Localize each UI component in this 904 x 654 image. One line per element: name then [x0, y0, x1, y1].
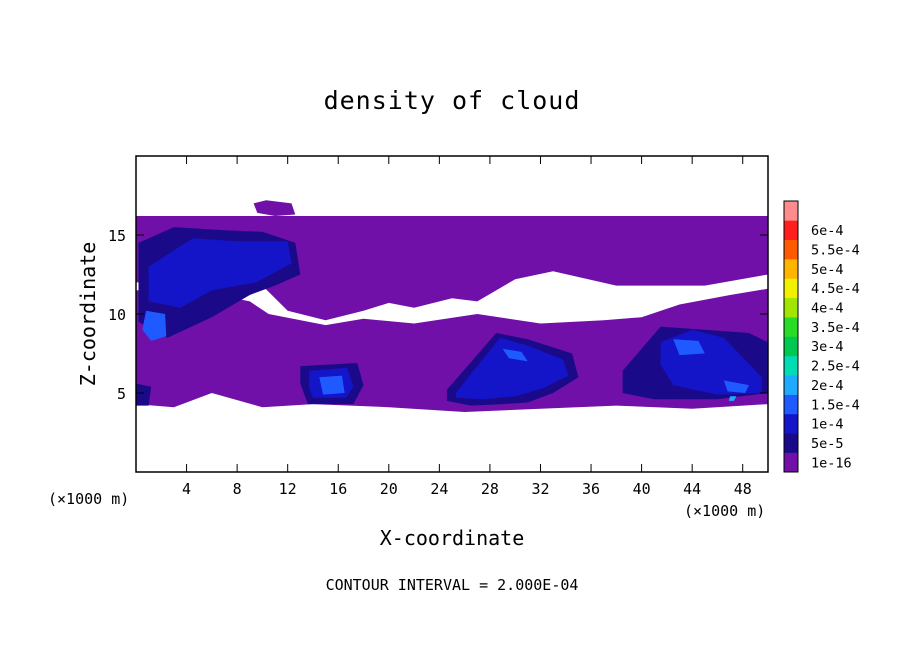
colorbar-swatch-0 — [784, 452, 798, 473]
colorbar-label-1: 5e-5 — [811, 436, 844, 452]
colorbar-label-0: 1e-16 — [811, 455, 852, 471]
x-tick-label-48: 48 — [734, 480, 752, 498]
x-tick-label-40: 40 — [633, 480, 651, 498]
colorbar-swatch-11 — [784, 239, 798, 260]
contour-region-0 — [136, 216, 768, 321]
colorbar-swatch-7 — [784, 317, 798, 337]
colorbar-label-2: 1e-4 — [811, 417, 844, 433]
contour-region-17 — [728, 396, 737, 401]
colorbar-swatch-12 — [784, 220, 798, 241]
colorbar-frame — [783, 200, 799, 473]
colorbar-label-9: 4.5e-4 — [811, 281, 860, 297]
colorbar-swatch-1 — [784, 433, 798, 453]
x-tick-label-16: 16 — [329, 480, 347, 498]
colorbar-swatch-6 — [784, 336, 798, 357]
colorbar-swatch-5 — [784, 355, 798, 376]
colorbar-swatch-8 — [784, 297, 798, 318]
contour-region-10 — [455, 337, 569, 400]
x-axis-unit-left: (×1000 m) — [48, 490, 130, 508]
x-tick-label-36: 36 — [582, 480, 600, 498]
x-tick-label-4: 4 — [182, 480, 191, 498]
x-tick-label-8: 8 — [233, 480, 242, 498]
colorbar-label-4: 2e-4 — [811, 378, 844, 394]
x-tick-label-32: 32 — [531, 480, 549, 498]
colorbar-label-7: 3.5e-4 — [811, 320, 860, 336]
x-tick-label-44: 44 — [683, 480, 701, 498]
colorbar: 1e-16 5e-5 1e-4 1.5e-4 2e-4 2.5e-4 3e-4 3.5e-4 4… — [783, 200, 860, 473]
x-tick-label-20: 20 — [380, 480, 398, 498]
colorbar-label-6: 3e-4 — [811, 339, 844, 355]
colorbar-label-8: 4e-4 — [811, 301, 844, 317]
x-tick-label-28: 28 — [481, 480, 499, 498]
contour-region-12 — [142, 310, 167, 341]
colorbar-label-11: 5.5e-4 — [811, 242, 860, 258]
contour-region-8 — [148, 238, 292, 308]
y-tick-label-5: 5 — [117, 385, 126, 403]
y-tick-label-15: 15 — [108, 227, 126, 245]
colorbar-label-10: 5e-4 — [811, 262, 844, 278]
colorbar-swatch-9 — [784, 278, 798, 299]
x-axis-unit-right: (×1000 m) — [684, 502, 766, 520]
contour-region-16 — [723, 380, 749, 393]
contour-region-2 — [253, 200, 296, 216]
colorbar-swatch-2 — [784, 413, 798, 434]
colorbar-swatch-13 — [784, 201, 798, 221]
colorbar-swatch-10 — [784, 259, 798, 279]
contour-region-13 — [319, 375, 345, 395]
contour-region-1 — [136, 288, 768, 412]
contour-interval-label: CONTOUR INTERVAL = 2.000E-04 — [325, 576, 579, 594]
x-tick-label-12: 12 — [279, 480, 297, 498]
colorbar-label-3: 1.5e-4 — [811, 397, 860, 413]
chart-title: density of cloud — [323, 86, 581, 115]
colorbar-swatch-3 — [784, 394, 798, 415]
x-tick-label-24: 24 — [430, 480, 448, 498]
contour-region-14 — [502, 348, 528, 362]
y-tick-label-10: 10 — [108, 306, 126, 324]
colorbar-swatch-4 — [784, 375, 798, 395]
x-axis-label: X-coordinate — [379, 526, 525, 550]
contour-region-7 — [136, 383, 152, 406]
contour-region-15 — [673, 339, 705, 356]
colorbar-label-12: 6e-4 — [811, 223, 844, 239]
colorbar-label-5: 2.5e-4 — [811, 359, 860, 375]
